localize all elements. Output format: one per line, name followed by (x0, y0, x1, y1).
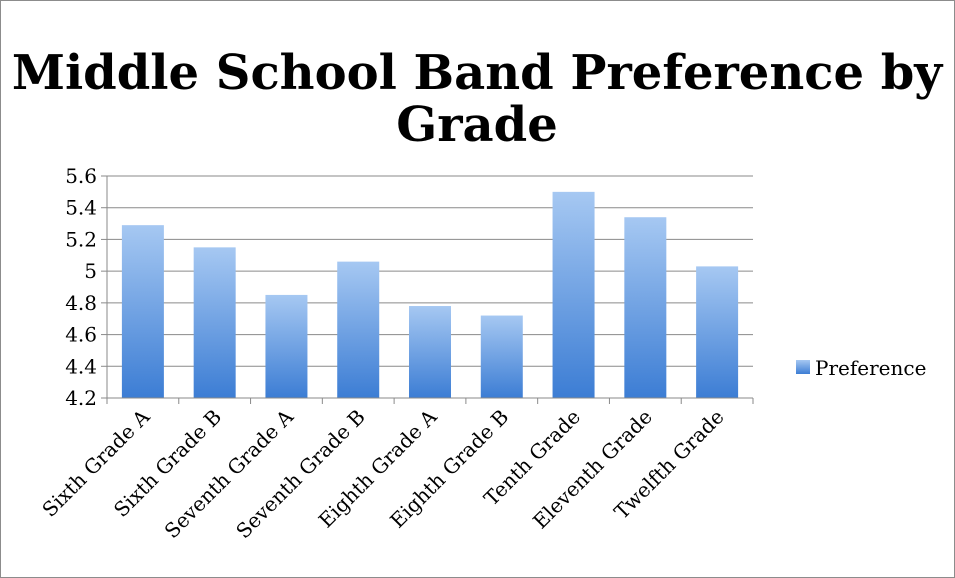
y-tick-label: 5.4 (65, 196, 97, 220)
y-tick-label: 4.8 (65, 291, 97, 315)
bar (624, 217, 667, 398)
y-tick-label: 5 (84, 259, 97, 283)
chart-title-line-1: Middle School Band Preference by (12, 45, 944, 101)
y-tick-label: 4.6 (65, 323, 97, 347)
x-tick-label: Eleventh Grade (528, 405, 657, 534)
legend: Preference (796, 356, 926, 380)
y-tick-label: 5.2 (65, 227, 97, 251)
legend-swatch-preference (796, 360, 810, 374)
legend-label-preference: Preference (815, 356, 926, 380)
y-tick-label: 4.4 (65, 354, 97, 378)
bar (193, 247, 236, 398)
y-tick-label: 5.6 (65, 164, 97, 188)
y-tick-labels: 4.2 4.4 4.6 4.8 5 5.2 5.4 5.6 (65, 164, 97, 410)
bar (696, 266, 739, 398)
y-tick-label: 4.2 (65, 386, 97, 410)
bar (337, 261, 380, 398)
bar (121, 225, 164, 398)
bar (552, 191, 595, 398)
bars (121, 191, 739, 398)
chart-title-line-2: Grade (396, 97, 557, 153)
bar (265, 294, 308, 398)
axes (106, 176, 754, 404)
x-tick-label: Seventh Grade A (160, 404, 299, 543)
bar (409, 306, 451, 398)
bar (480, 315, 523, 398)
x-tick-label: Seventh Grade B (231, 405, 370, 544)
